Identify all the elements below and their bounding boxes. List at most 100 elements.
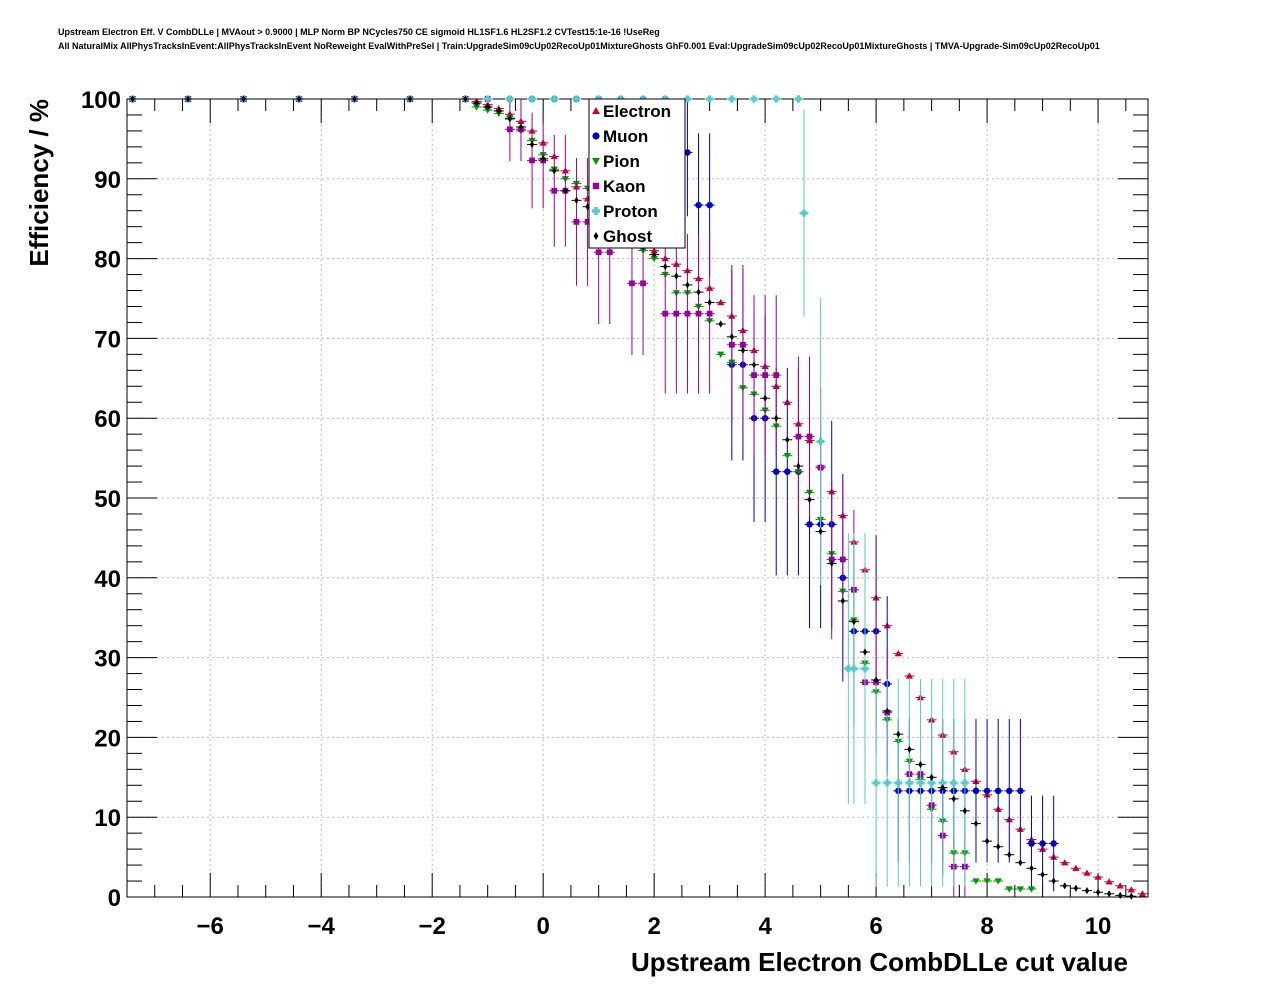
y-tick-label: 80 — [94, 247, 121, 274]
data-point — [482, 103, 493, 111]
x-tick-label: −4 — [308, 913, 336, 940]
data-point — [1115, 882, 1126, 889]
data-point — [970, 719, 981, 863]
data-point — [1081, 869, 1092, 876]
legend-item-ghost: Ghost — [593, 227, 652, 246]
data-point — [715, 351, 726, 358]
legend-label: Electron — [603, 102, 671, 121]
data-point — [649, 251, 660, 259]
data-point — [926, 679, 937, 887]
data-point — [549, 167, 560, 175]
data-point — [893, 679, 904, 887]
x-tick-label: 4 — [758, 913, 772, 940]
data-point — [471, 104, 482, 111]
y-tick-label: 50 — [94, 486, 121, 513]
legend-item-kaon: Kaon — [592, 177, 646, 196]
data-point — [815, 527, 826, 536]
data-point — [660, 233, 671, 394]
data-point — [771, 95, 782, 103]
data-point — [238, 95, 249, 103]
data-point — [715, 320, 726, 328]
data-point — [726, 95, 737, 103]
data-point — [937, 679, 948, 887]
data-point — [1004, 851, 1015, 859]
data-point — [482, 95, 493, 103]
data-point — [982, 837, 993, 845]
y-tick-label: 90 — [94, 167, 121, 194]
data-point — [970, 819, 981, 828]
data-point — [926, 773, 937, 781]
data-point — [504, 115, 515, 123]
data-point — [871, 679, 882, 887]
data-point — [760, 295, 771, 455]
data-point — [1081, 887, 1092, 895]
data-point — [760, 394, 771, 402]
data-point — [793, 356, 804, 517]
data-point — [860, 533, 871, 805]
data-point — [549, 134, 560, 247]
data-point — [515, 123, 526, 131]
data-point — [693, 288, 704, 296]
legend-label: Pion — [603, 152, 640, 171]
data-point — [404, 95, 415, 103]
data-point — [904, 745, 915, 753]
x-tick-label: 6 — [869, 913, 882, 940]
y-tick-label: 40 — [94, 566, 121, 593]
data-point — [649, 255, 660, 263]
data-point — [959, 679, 970, 887]
data-point — [527, 112, 538, 209]
data-point — [915, 760, 926, 769]
chart-title-line-2: All NaturalMix AllPhysTracksInEvent:AllP… — [58, 41, 1100, 51]
data-point — [1070, 864, 1081, 871]
x-tick-label: 2 — [647, 913, 660, 940]
data-point — [782, 436, 793, 444]
data-point — [1037, 871, 1048, 879]
data-point — [1059, 882, 1070, 890]
data-point — [649, 247, 660, 254]
data-point — [804, 495, 815, 504]
data-point — [549, 95, 560, 103]
data-point — [982, 878, 993, 885]
data-point — [671, 272, 682, 280]
data-point — [682, 233, 693, 394]
data-point — [793, 462, 804, 470]
data-point — [493, 107, 504, 115]
data-point — [771, 414, 782, 422]
data-point — [1026, 864, 1037, 872]
data-point — [726, 333, 737, 341]
legend-label: Proton — [603, 202, 658, 221]
data-point — [704, 95, 715, 103]
data-point — [959, 807, 970, 815]
data-point — [737, 264, 748, 425]
data-point — [848, 533, 859, 805]
legend-label: Kaon — [603, 177, 646, 196]
data-point — [460, 95, 471, 103]
legend-item-muon: Muon — [592, 127, 648, 146]
data-point — [860, 648, 871, 656]
data-point — [1015, 719, 1026, 863]
data-point — [1048, 795, 1059, 892]
data-point — [571, 95, 582, 103]
y-tick-label: 0 — [108, 885, 121, 912]
data-point — [937, 784, 948, 792]
data-point — [1004, 719, 1015, 863]
data-point — [749, 95, 760, 103]
data-point — [527, 140, 538, 149]
data-point — [993, 719, 1004, 863]
data-point — [560, 187, 571, 195]
data-point — [904, 679, 915, 887]
x-tick-label: −6 — [197, 913, 224, 940]
y-tick-label: 10 — [94, 805, 121, 832]
data-point — [1015, 859, 1026, 867]
data-point — [693, 233, 704, 394]
y-tick-label: 70 — [94, 326, 121, 353]
data-point — [1048, 877, 1059, 885]
data-point — [904, 672, 915, 679]
data-point — [749, 295, 760, 455]
data-point — [1070, 884, 1081, 892]
data-point — [993, 843, 1004, 851]
data-point — [527, 95, 538, 103]
data-point — [1104, 878, 1115, 885]
